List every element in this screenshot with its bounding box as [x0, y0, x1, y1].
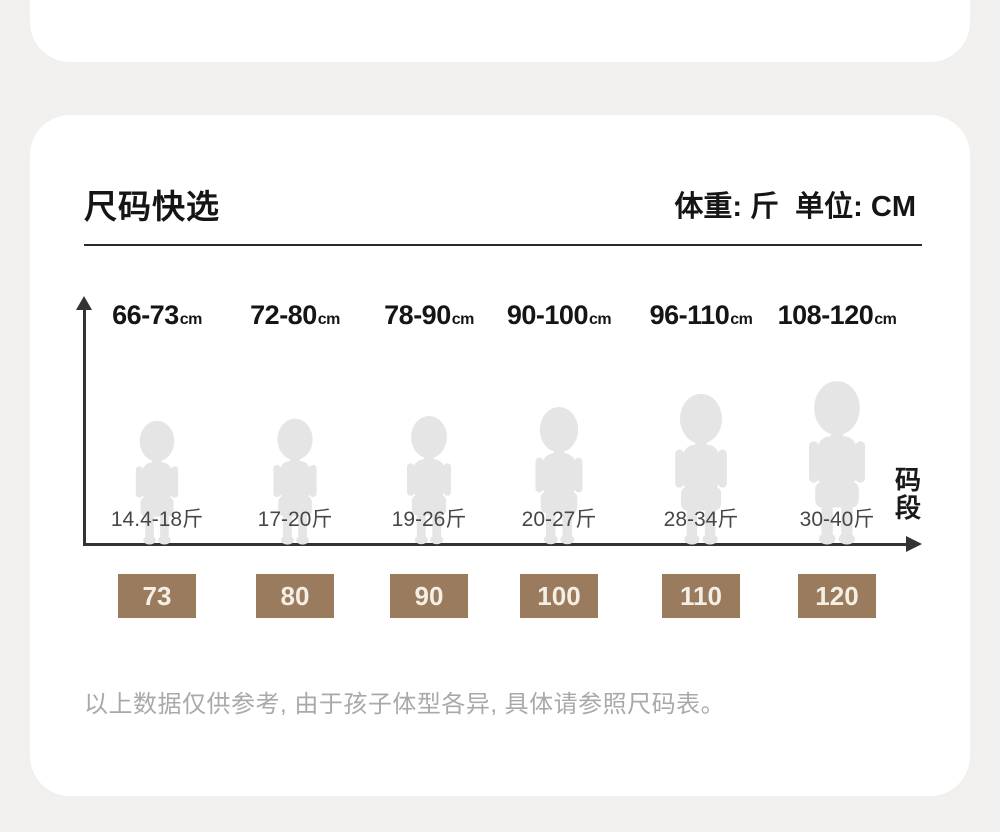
header-divider — [84, 244, 922, 246]
size-column: 108-120cm 30-40斤 120 — [757, 300, 917, 620]
size-column: 72-80cm 17-20斤 80 — [215, 300, 375, 620]
height-range-label: 78-90cm — [384, 300, 474, 330]
size-option-90[interactable]: 90 — [390, 574, 468, 618]
x-axis-line — [83, 543, 907, 546]
weight-range-label: 14.4-18斤 — [110, 508, 204, 531]
disclaimer-note: 以上数据仅供参考, 由于孩子体型各异, 具体请参照尺码表。 — [84, 691, 726, 718]
previous-section-card — [30, 0, 970, 62]
height-range-label: 90-100cm — [506, 300, 612, 330]
size-option-80[interactable]: 80 — [256, 574, 334, 618]
weight-range-label: 20-27斤 — [521, 508, 597, 531]
x-axis-arrow-icon — [906, 536, 922, 552]
page-title: 尺码快选 — [84, 188, 220, 225]
units-label: 体重: 斤 单位: CM — [674, 191, 916, 223]
size-option-100[interactable]: 100 — [520, 574, 598, 618]
weight-range-label: 30-40斤 — [799, 508, 875, 531]
size-column: 66-73cm 14.4-18斤 73 — [77, 300, 237, 620]
weight-range-label: 19-26斤 — [391, 508, 467, 531]
size-option-120[interactable]: 120 — [798, 574, 876, 618]
height-range-label: 72-80cm — [250, 300, 340, 330]
height-range-label: 96-110cm — [649, 300, 753, 330]
weight-range-label: 28-34斤 — [663, 508, 739, 531]
size-option-73[interactable]: 73 — [118, 574, 196, 618]
y-axis-arrow-icon — [76, 296, 92, 310]
size-column: 96-110cm 28-34斤 110 — [621, 300, 781, 620]
x-axis-label: 码段 — [894, 465, 921, 523]
size-option-110[interactable]: 110 — [662, 574, 740, 618]
size-column: 90-100cm 20-27斤 100 — [479, 300, 639, 620]
size-column: 78-90cm 19-26斤 90 — [349, 300, 509, 620]
height-range-label: 66-73cm — [112, 300, 202, 330]
weight-range-label: 17-20斤 — [257, 508, 333, 531]
height-range-label: 108-120cm — [777, 300, 897, 330]
y-axis-line — [83, 308, 86, 546]
